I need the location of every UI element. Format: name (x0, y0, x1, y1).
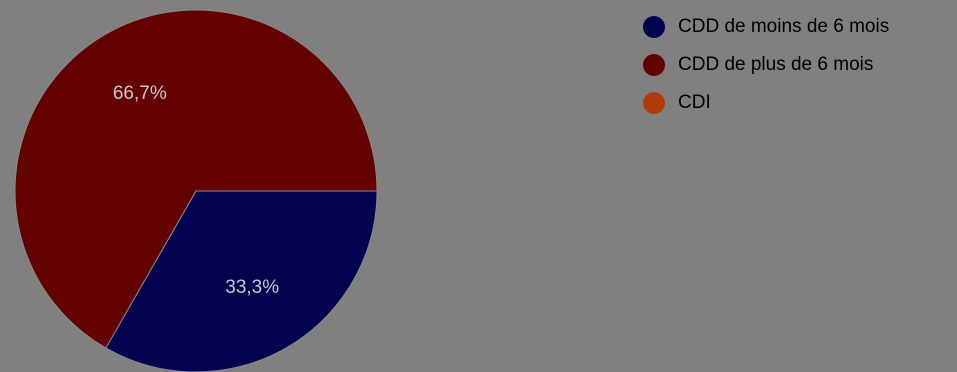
pie-slice-0[interactable] (105, 190, 378, 372)
legend-marker-icon (643, 54, 665, 76)
slice-data-label-0: 33,3% (225, 277, 279, 298)
legend-label: CDD de plus de 6 mois (678, 54, 874, 75)
slice-data-label-1: 66,7% (113, 83, 167, 104)
legend: CDD de moins de 6 mois CDD de plus de 6 … (643, 8, 889, 122)
pie-slice-1[interactable] (14, 9, 378, 349)
legend-item-cdd-moins-6-mois[interactable]: CDD de moins de 6 mois (643, 8, 889, 46)
pie-plot-area: 33,3% 66,7% (14, 9, 378, 372)
legend-item-cdd-plus-6-mois[interactable]: CDD de plus de 6 mois (643, 46, 889, 84)
legend-label: CDI (678, 92, 711, 113)
legend-marker-icon (643, 16, 665, 38)
legend-item-cdi[interactable]: CDI (643, 84, 889, 122)
legend-marker-icon (643, 92, 665, 114)
legend-label: CDD de moins de 6 mois (678, 16, 890, 37)
